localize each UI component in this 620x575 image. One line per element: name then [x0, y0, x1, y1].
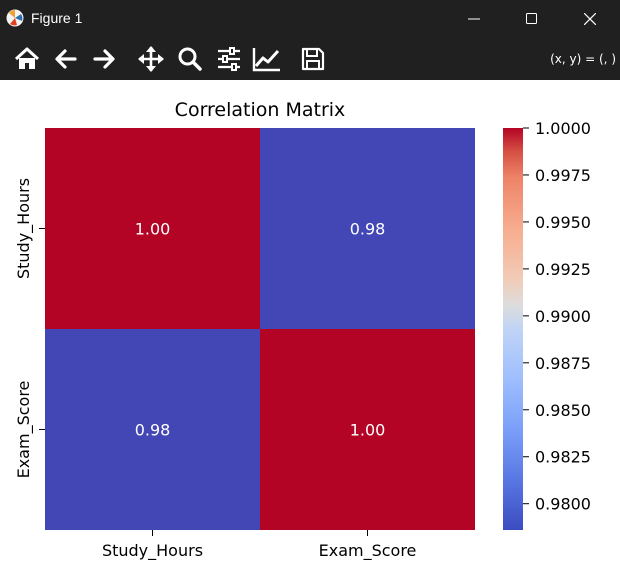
heatmap-chart: Correlation Matrix 1.00 0.98 0.98 1.00 Stud…	[14, 99, 591, 561]
colorbar-tick-label: 0.9950	[535, 213, 591, 232]
cell-annotation: 0.98	[350, 220, 386, 239]
heatmap-cell	[260, 329, 475, 530]
colorbar-tick-label: 0.9925	[535, 260, 591, 279]
matplotlib-logo-icon	[6, 9, 24, 27]
save-floppy-icon	[301, 47, 325, 71]
heatmap-cell	[260, 128, 475, 329]
cursor-coordinates: (x, y) = (, )	[550, 52, 616, 66]
configure-subplots-button[interactable]	[214, 44, 244, 74]
edit-axis-lines-icon	[252, 48, 280, 72]
heatmap-cell	[45, 329, 260, 530]
pan-button[interactable]	[136, 44, 166, 74]
y-tick-label: Exam_Score	[14, 381, 34, 479]
configure-subplots-icon	[218, 47, 240, 71]
back-button[interactable]	[51, 44, 81, 74]
colorbar-tick-label: 0.9975	[535, 166, 591, 185]
x-axis: Study_Hours Exam_Score	[102, 530, 416, 561]
home-icon	[14, 47, 40, 69]
minimize-button[interactable]	[446, 0, 502, 38]
heatmap-cells: 1.00 0.98 0.98 1.00	[45, 128, 475, 530]
close-icon	[584, 13, 596, 25]
navigation-toolbar	[0, 38, 620, 80]
x-tick-label: Exam_Score	[319, 541, 417, 561]
home-button[interactable]	[12, 44, 42, 74]
back-arrow-icon	[55, 49, 77, 69]
colorbar-tick-label: 0.9900	[535, 307, 591, 326]
forward-arrow-icon	[93, 49, 115, 69]
cell-annotation: 1.00	[350, 421, 386, 440]
colorbar-tick-label: 0.9825	[535, 448, 591, 467]
zoom-button[interactable]	[175, 44, 205, 74]
colorbar-axis: 0.9800 0.9825 0.9850 0.9875 0.9900 0.9925 0.99…	[523, 119, 591, 514]
minimize-icon	[468, 18, 480, 20]
forward-button[interactable]	[89, 44, 119, 74]
colorbar	[503, 128, 523, 530]
colorbar-tick-label: 1.0000	[535, 119, 591, 138]
colorbar-tick-label: 0.9875	[535, 354, 591, 373]
edit-axis-button[interactable]	[252, 44, 282, 74]
pan-move-icon	[138, 46, 164, 72]
heatmap-cell	[45, 128, 260, 329]
maximize-button[interactable]	[504, 0, 560, 38]
cell-annotation: 1.00	[135, 220, 171, 239]
chart-title: Correlation Matrix	[175, 99, 346, 121]
close-button[interactable]	[562, 0, 618, 38]
window-title: Figure 1	[31, 10, 83, 26]
cell-annotation: 0.98	[135, 421, 171, 440]
zoom-magnifier-icon	[178, 47, 202, 71]
figure-canvas[interactable]: Correlation Matrix 1.00 0.98 0.98 1.00 Stud…	[0, 80, 620, 575]
colorbar-tick-label: 0.9800	[535, 495, 591, 514]
save-button[interactable]	[298, 44, 328, 74]
maximize-icon	[526, 13, 537, 24]
x-tick-label: Study_Hours	[102, 541, 203, 561]
window-titlebar: Figure 1	[0, 0, 620, 38]
y-axis: Study_Hours Exam_Score	[14, 178, 45, 478]
y-tick-label: Study_Hours	[14, 178, 34, 279]
colorbar-tick-label: 0.9850	[535, 401, 591, 420]
